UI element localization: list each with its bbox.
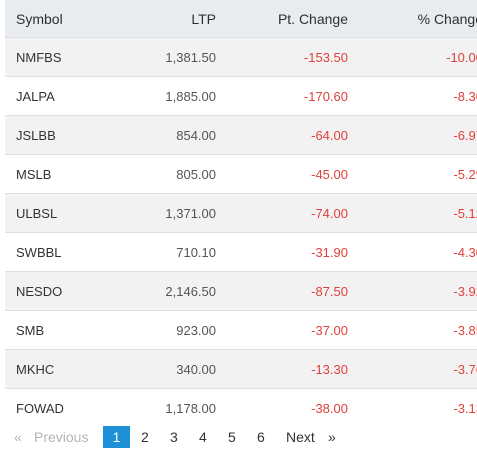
- cell-pct-change: -5.29: [348, 154, 477, 194]
- table-body: NMFBS 1,381.50 -153.50 -10.00 JALPA 1,88…: [5, 37, 477, 427]
- page-link-4[interactable]: 4: [199, 429, 207, 445]
- page-link-3[interactable]: 3: [170, 429, 178, 445]
- cell-pt-change: -38.00: [216, 388, 348, 427]
- page-link-6[interactable]: 6: [257, 429, 265, 445]
- cell-pct-change: -8.30: [348, 76, 477, 116]
- table-header-row: Symbol LTP Pt. Change % Change: [5, 0, 477, 38]
- cell-pt-change: -13.30: [216, 349, 348, 389]
- cell-symbol[interactable]: FOWAD: [5, 388, 126, 427]
- cell-ltp: 1,885.00: [126, 76, 216, 116]
- cell-symbol[interactable]: NMFBS: [5, 37, 126, 77]
- cell-pct-change: -10.00: [348, 37, 477, 77]
- cell-pt-change: -153.50: [216, 37, 348, 77]
- table-row: MSLB 805.00 -45.00 -5.29: [5, 154, 477, 194]
- next-page-link[interactable]: Next: [286, 429, 315, 445]
- table-row: NESDO 2,146.50 -87.50 -3.92: [5, 271, 477, 311]
- cell-ltp: 805.00: [126, 154, 216, 194]
- table-row: SWBBL 710.10 -31.90 -4.30: [5, 232, 477, 272]
- cell-pt-change: -87.50: [216, 271, 348, 311]
- cell-pct-change: -3.13: [348, 388, 477, 427]
- first-page-icon[interactable]: «: [14, 429, 22, 445]
- page-link-2[interactable]: 2: [141, 429, 149, 445]
- cell-ltp: 2,146.50: [126, 271, 216, 311]
- cell-ltp: 1,178.00: [126, 388, 216, 427]
- column-header-pt-change[interactable]: Pt. Change: [216, 0, 348, 38]
- cell-pct-change: -4.30: [348, 232, 477, 272]
- cell-pct-change: -5.12: [348, 193, 477, 233]
- table-row: ULBSL 1,371.00 -74.00 -5.12: [5, 193, 477, 233]
- table-row: NMFBS 1,381.50 -153.50 -10.00: [5, 37, 477, 77]
- cell-ltp: 710.10: [126, 232, 216, 272]
- table-row: FOWAD 1,178.00 -38.00 -3.13: [5, 388, 477, 427]
- table-row: JALPA 1,885.00 -170.60 -8.30: [5, 76, 477, 116]
- last-page-icon[interactable]: »: [328, 429, 336, 445]
- table-row: JSLBB 854.00 -64.00 -6.97: [5, 115, 477, 155]
- cell-pt-change: -45.00: [216, 154, 348, 194]
- previous-page-link[interactable]: Previous: [34, 429, 89, 445]
- cell-ltp: 1,371.00: [126, 193, 216, 233]
- column-header-ltp[interactable]: LTP: [126, 0, 216, 38]
- cell-pt-change: -170.60: [216, 76, 348, 116]
- cell-symbol[interactable]: MKHC: [5, 349, 126, 389]
- cell-pct-change: -3.92: [348, 271, 477, 311]
- column-header-pct-change[interactable]: % Change: [348, 0, 477, 38]
- table-row: SMB 923.00 -37.00 -3.85: [5, 310, 477, 350]
- page-link-5[interactable]: 5: [228, 429, 236, 445]
- cell-ltp: 854.00: [126, 115, 216, 155]
- cell-pt-change: -64.00: [216, 115, 348, 155]
- pagination: « Previous 1 2 3 4 5 6 Next »: [0, 426, 477, 450]
- cell-pct-change: -3.76: [348, 349, 477, 389]
- column-header-symbol[interactable]: Symbol: [5, 0, 126, 38]
- cell-pt-change: -31.90: [216, 232, 348, 272]
- cell-ltp: 1,381.50: [126, 37, 216, 77]
- table-row: MKHC 340.00 -13.30 -3.76: [5, 349, 477, 389]
- cell-symbol[interactable]: ULBSL: [5, 193, 126, 233]
- cell-symbol[interactable]: SMB: [5, 310, 126, 350]
- cell-pct-change: -3.85: [348, 310, 477, 350]
- cell-pt-change: -37.00: [216, 310, 348, 350]
- cell-symbol[interactable]: NESDO: [5, 271, 126, 311]
- cell-pct-change: -6.97: [348, 115, 477, 155]
- cell-symbol[interactable]: MSLB: [5, 154, 126, 194]
- cell-ltp: 340.00: [126, 349, 216, 389]
- page-link-1[interactable]: 1: [103, 426, 130, 448]
- cell-symbol[interactable]: JSLBB: [5, 115, 126, 155]
- stock-table: Symbol LTP Pt. Change % Change NMFBS 1,3…: [5, 0, 477, 427]
- cell-pt-change: -74.00: [216, 193, 348, 233]
- cell-ltp: 923.00: [126, 310, 216, 350]
- cell-symbol[interactable]: JALPA: [5, 76, 126, 116]
- cell-symbol[interactable]: SWBBL: [5, 232, 126, 272]
